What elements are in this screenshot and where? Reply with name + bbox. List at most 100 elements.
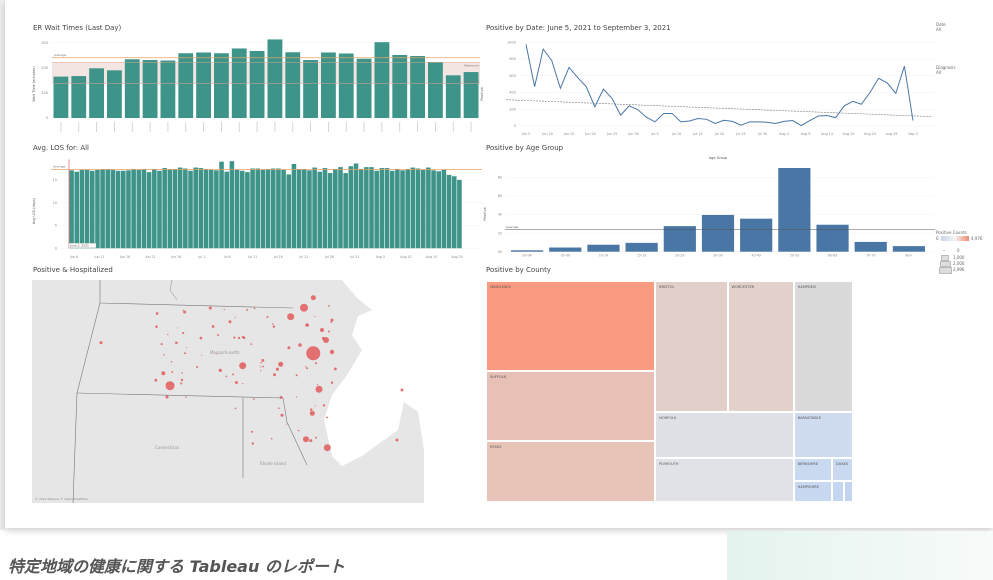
age-group-chart[interactable]: Age Group 0k 2k 4k 6k 8k Positive 00-04 05-09 10-… [480, 154, 935, 266]
map-dot [278, 407, 280, 409]
x-tick-label: Jun 30 [627, 132, 638, 136]
x-tick-label: Jun 6 [69, 255, 78, 259]
y-tick-label: 4k [498, 213, 503, 217]
county-treemap[interactable]: MIDDLESEX SUFFOLK ESSEX BRISTOL WORCESTER HAM… [486, 281, 853, 502]
map-bubble [99, 341, 103, 345]
treemap-cell-norfolk[interactable]: NORFOLK [655, 411, 794, 458]
er-bar [428, 62, 443, 118]
los-bar [255, 168, 261, 249]
y-tick-label: 0 [55, 247, 57, 251]
age-bar [816, 224, 849, 252]
treemap-cell-hampden[interactable]: HAMPDEN [793, 281, 853, 412]
legend-size-2 [940, 261, 951, 267]
avg-los-chart[interactable]: 0 5 10 15 Avg LOS (days) Average June 5, 2021 J… [30, 156, 482, 262]
map-dot [199, 336, 203, 340]
map-dot [322, 404, 326, 407]
average-label: Average [506, 225, 518, 229]
positive-by-date-chart[interactable]: 0 200 400 600 800 1000 Positive Jun 5 Jun 10 Jun … [480, 34, 935, 140]
er-bar [71, 76, 87, 118]
er-wait-chart[interactable]: 0 100 200 300 Wait Time (minutes) Average Maxi… [30, 34, 482, 140]
los-bar [451, 176, 457, 249]
treemap-cell-berkshire[interactable]: BERKSHIRE [793, 457, 832, 482]
los-bar [343, 173, 348, 249]
x-tick-label: Jul 30 [757, 132, 767, 136]
treemap-cell-essex[interactable]: ESSEX [486, 440, 656, 502]
age-bar [892, 246, 925, 252]
los-bar [291, 163, 297, 249]
map-bubble [395, 438, 399, 442]
los-bar [115, 170, 121, 249]
er-bar [107, 70, 122, 118]
map-dot [316, 384, 318, 386]
los-bar [110, 169, 116, 249]
map-island [362, 476, 392, 492]
map-dot [167, 333, 169, 336]
x-tick-label: Jun 5 [521, 132, 530, 136]
los-bar [105, 169, 111, 249]
los-bar [312, 167, 317, 249]
map-dot [163, 354, 165, 356]
treemap-cell-worcester[interactable]: WORCESTER [727, 281, 794, 412]
map-dot [260, 370, 262, 372]
los-bar [131, 168, 136, 249]
er-bar [178, 53, 194, 118]
legend-max: 4,976 [971, 236, 983, 241]
treemap-cell-bristol[interactable]: BRISTOL [655, 281, 728, 412]
map-bubble [180, 378, 184, 382]
treemap-cell-other[interactable] [831, 481, 844, 502]
treemap-cell-other[interactable] [843, 481, 853, 502]
treemap-cell-plymouth[interactable]: PLYMOUTH [655, 457, 794, 502]
treemap-cell-barnstable[interactable]: BARNSTABLE [793, 411, 853, 458]
legend-size-label: 2,996 [953, 267, 965, 272]
map-dot [295, 374, 298, 377]
y-tick-label: 600 [509, 74, 516, 78]
date-annotation: June 5, 2021 [69, 244, 89, 248]
map-dot [309, 439, 313, 443]
age-group-title: Positive by Age Group [486, 144, 564, 152]
age-bar [740, 218, 773, 252]
map-bubble [278, 361, 284, 367]
los-bar [234, 169, 240, 249]
map-dot [260, 361, 262, 364]
treemap-cell-hampshire[interactable]: HAMPSHIRE [793, 481, 832, 502]
los-bar [239, 170, 245, 249]
y-tick-label: 15 [53, 178, 57, 182]
los-bar [198, 168, 204, 249]
age-bar [549, 247, 582, 252]
los-bar [358, 168, 364, 249]
map-dot [241, 336, 245, 339]
x-tick-label: Jun 11 [94, 255, 105, 259]
er-bar [142, 60, 158, 118]
los-bar [317, 171, 323, 249]
map-dot [328, 305, 330, 307]
map-bubble [306, 346, 321, 361]
map-bubble [329, 349, 335, 355]
positive-hospitalized-map[interactable]: Massachusetts Connecticut Rhode Island ©… [32, 280, 480, 503]
map-dot [306, 324, 310, 327]
er-bar [445, 75, 461, 118]
los-bar [265, 169, 271, 249]
map-attribution: © 2021 Mapbox © OpenStreetMap [35, 497, 88, 501]
x-tick-label: Aug 5 [376, 255, 385, 259]
treemap-cell-middlesex[interactable]: MIDDLESEX [486, 281, 656, 372]
age-bar [854, 241, 887, 252]
legend-size-1 [941, 255, 949, 261]
filter-diagnosis-value[interactable]: All [936, 70, 941, 75]
filter-date-value[interactable]: All [936, 27, 941, 32]
map-dot [184, 352, 186, 355]
x-tick-label: Sep 3 [908, 132, 917, 136]
er-bar [410, 56, 425, 118]
treemap-cell-dukes[interactable]: DUKES [831, 457, 853, 482]
x-tick-label: Aug 20 [451, 255, 462, 259]
map-dot [314, 316, 316, 318]
map-dot [170, 360, 173, 363]
map-dot [225, 375, 228, 378]
los-bar [224, 171, 230, 249]
map-dot [304, 366, 307, 368]
los-bar [95, 169, 100, 249]
treemap-cell-suffolk[interactable]: SUFFOLK [486, 371, 656, 441]
positive-counts-legend: Positive Counts 0 4,976 0 1,000 2,000 2,… [935, 230, 993, 290]
map-dot [201, 354, 203, 356]
map-dot [330, 381, 334, 384]
x-tick-label: 00-04 [522, 254, 531, 258]
